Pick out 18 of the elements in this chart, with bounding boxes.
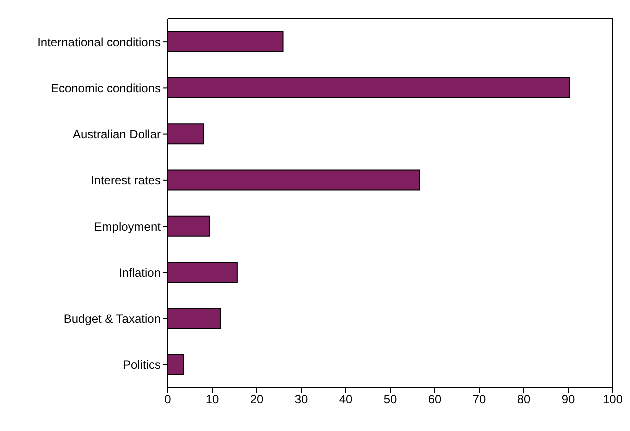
x-tick-label: 50: [384, 392, 398, 407]
y-tick-label: Politics: [122, 358, 161, 372]
x-tick-label: 70: [472, 392, 486, 407]
x-tick-label: 0: [164, 392, 172, 407]
y-tick-label: Inflation: [118, 266, 161, 280]
y-tick-label: Employment: [94, 220, 162, 234]
x-tick-label: 60: [428, 392, 442, 407]
x-tick-label: 20: [250, 392, 264, 407]
y-tick-label: Interest rates: [90, 174, 161, 188]
y-tick-label: Budget & Taxation: [64, 312, 161, 326]
y-tick-label: International conditions: [38, 35, 161, 50]
x-tick-label: 30: [294, 392, 308, 407]
y-tick-label: Australian Dollar: [72, 128, 161, 142]
x-tick-label: 80: [517, 392, 531, 407]
x-tick-label: 40: [339, 392, 353, 407]
y-tick-label: Economic conditions: [50, 81, 161, 96]
x-tick-label: 90: [562, 392, 576, 407]
x-tick-label: 10: [206, 392, 220, 407]
